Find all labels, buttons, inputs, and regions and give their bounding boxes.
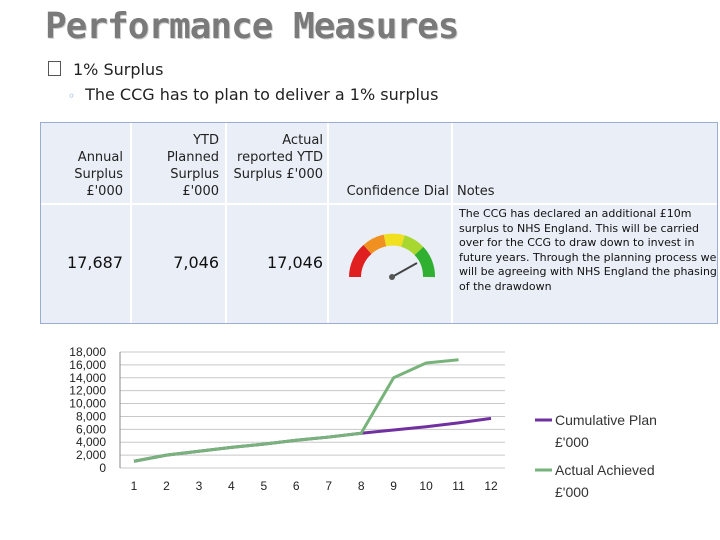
x-tick-label: 1 [131, 479, 138, 493]
x-axis-ticks: 1 2 3 4 5 6 7 8 9 10 11 12 [131, 479, 498, 493]
y-tick-label: 4,000 [76, 435, 106, 449]
x-tick-label: 3 [196, 479, 203, 493]
x-tick-label: 5 [260, 479, 267, 493]
y-tick-label: 2,000 [76, 448, 106, 462]
slide-title: Performance Measures [45, 6, 459, 47]
y-tick-label: 16,000 [69, 358, 106, 372]
header-ytd-planned: YTD Planned Surplus £'000 [166, 133, 219, 199]
legend-label: Cumulative Plan [555, 412, 657, 428]
series-line-2 [133, 358, 459, 463]
chart-series [133, 358, 492, 463]
x-tick-label: 10 [419, 479, 433, 493]
legend-label-unit: £'000 [555, 434, 589, 450]
annual-surplus-value: 17,687 [67, 253, 123, 272]
column-divider [130, 123, 132, 323]
x-tick-label: 11 [452, 479, 465, 493]
y-tick-label: 8,000 [76, 409, 106, 423]
subbullet-text: The CCG has to plan to deliver a 1% surp… [85, 85, 439, 104]
y-tick-label: 10,000 [69, 397, 106, 411]
x-tick-label: 7 [325, 479, 332, 493]
surplus-line-chart: 18,00016,00014,00012,00010,0008,0006,000… [69, 345, 657, 500]
column-divider [327, 123, 329, 323]
subbullet-circle-icon: ◦ [68, 89, 76, 103]
chart-legend: Cumulative Plan £'000 Actual Achieved £'000 [535, 412, 657, 500]
x-tick-label: 9 [390, 479, 397, 493]
subbullet-item: ◦ The CCG has to plan to deliver a 1% sur… [68, 85, 438, 104]
legend-label: Actual Achieved [555, 462, 655, 478]
y-tick-label: 0 [99, 461, 106, 475]
bullet-text: 1% Surplus [73, 60, 164, 79]
chart-gridlines [119, 351, 505, 469]
notes-text: The CCG has declared an additional £10m … [459, 207, 717, 293]
ytd-planned-value: 7,046 [173, 253, 219, 272]
x-tick-label: 4 [228, 479, 235, 493]
column-divider [225, 123, 227, 323]
x-tick-label: 12 [484, 479, 498, 493]
x-tick-label: 8 [358, 479, 365, 493]
bullet-item: 1% Surplus [48, 60, 163, 79]
y-tick-label: 12,000 [69, 384, 106, 398]
table-header-divider [41, 203, 717, 205]
bullet-box-icon [48, 61, 61, 76]
y-tick-label: 18,000 [69, 345, 106, 359]
legend-label-unit: £'000 [555, 484, 589, 500]
header-notes: Notes [457, 184, 495, 199]
x-tick-label: 6 [293, 479, 300, 493]
confidence-dial-gauge [349, 233, 435, 280]
column-divider [451, 123, 453, 323]
header-confidence-dial: Confidence Dial [346, 184, 449, 199]
header-actual-ytd: Actual reported YTD Surplus £'000 [233, 133, 323, 182]
y-axis-ticks: 18,00016,00014,00012,00010,0008,0006,000… [69, 345, 106, 475]
x-tick-label: 2 [163, 479, 170, 493]
measures-table: Annual Surplus £'000 YTD Planned Surplus… [40, 122, 718, 324]
actual-ytd-value: 17,046 [267, 253, 323, 272]
header-annual-surplus: Annual Surplus £'000 [74, 150, 123, 199]
y-tick-label: 6,000 [76, 422, 106, 436]
y-tick-label: 14,000 [69, 371, 106, 385]
